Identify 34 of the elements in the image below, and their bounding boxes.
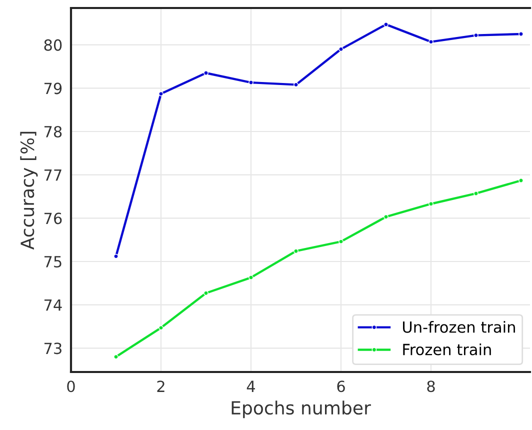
legend-label: Frozen train [403, 343, 491, 356]
point [338, 239, 344, 244]
point [474, 191, 478, 196]
point [294, 248, 298, 254]
point [114, 354, 118, 360]
point [158, 91, 164, 96]
point [384, 22, 388, 27]
y-axis-title: Accuracy [%] [20, 132, 38, 250]
point [518, 32, 524, 36]
point [294, 82, 298, 88]
y-tick-label: 77 [44, 170, 62, 181]
y-tick-label: 74 [44, 300, 62, 311]
y-tick-label: 78 [44, 126, 62, 138]
point [518, 178, 524, 183]
point [204, 70, 208, 76]
point [248, 275, 254, 280]
x-tick-label: 0 [67, 380, 75, 392]
y-tick-label: 80 [44, 39, 62, 51]
x-tick-label: 8 [427, 380, 435, 392]
point [204, 290, 208, 296]
y-tick-label: 75 [44, 256, 62, 268]
x-tick-label: 6 [337, 380, 345, 392]
point [338, 46, 344, 52]
y-tick-label: 73 [44, 342, 62, 354]
point [248, 80, 254, 85]
point [428, 201, 434, 206]
y-tick-label: 76 [44, 212, 62, 224]
x-tick-label: 2 [157, 380, 164, 392]
x-axis-title: Epochs number [232, 400, 371, 418]
point [428, 39, 434, 44]
point [158, 325, 164, 330]
y-tick-label: 79 [44, 82, 62, 94]
x-tick-label: 4 [246, 380, 256, 392]
legend-label: Un-frozen train [403, 321, 515, 333]
